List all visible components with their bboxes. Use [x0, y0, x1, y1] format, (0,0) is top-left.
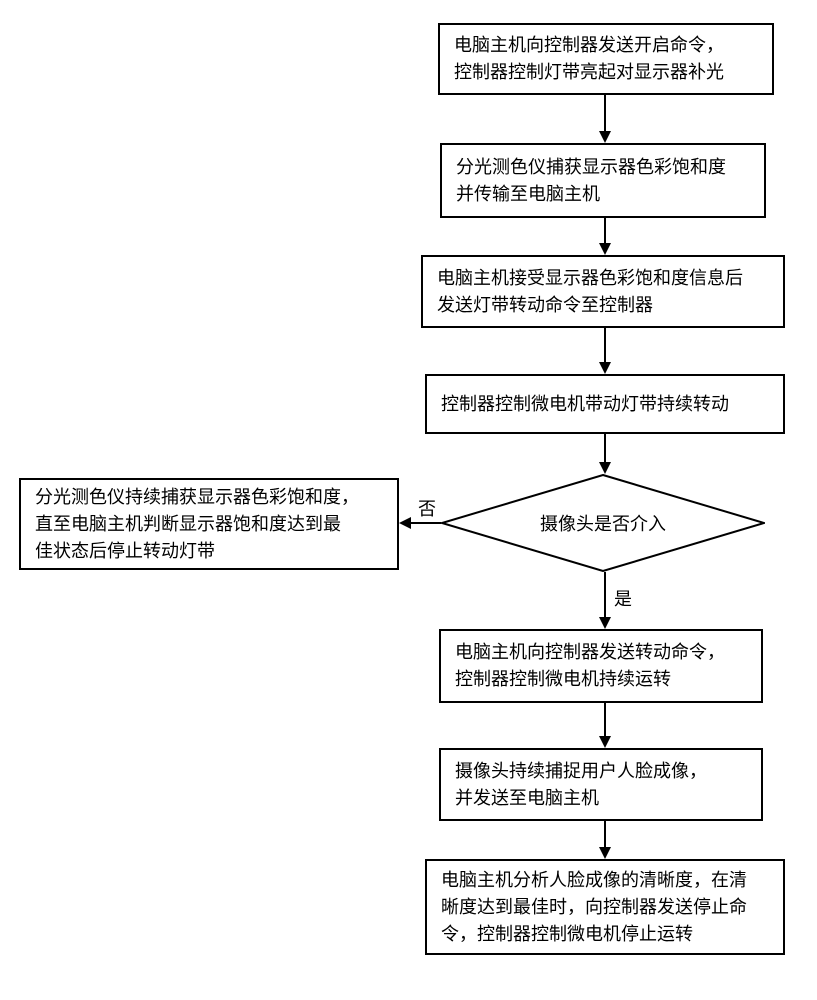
arrowhead-down-icon: [599, 243, 611, 255]
arrow-connector: [604, 328, 606, 362]
flowchart-node-step3: 电脑主机接受显示器色彩饱和度信息后 发送灯带转动命令至控制器: [421, 255, 785, 328]
decision-yes-label: 是: [614, 585, 632, 611]
flowchart-node-step7: 电脑主机分析人脸成像的清晰度，在清 晰度达到最佳时，向控制器发送停止命 令，控制…: [425, 859, 785, 955]
flowchart-node-side: 分光测色仪持续捕获显示器色彩饱和度， 直至电脑主机判断显示器饱和度达到最 佳状态…: [19, 478, 399, 570]
arrow-connector: [604, 703, 606, 736]
arrowhead-down-icon: [599, 131, 611, 143]
arrowhead-down-icon: [599, 462, 611, 474]
node-text: 摄像头持续捕捉用户人脸成像，: [455, 758, 747, 785]
flowchart-node-step1: 电脑主机向控制器发送开启命令， 控制器控制灯带亮起对显示器补光: [438, 23, 774, 95]
decision-text: 摄像头是否介入: [441, 510, 765, 536]
node-text: 令，控制器控制微电机停止运转: [441, 921, 769, 948]
arrowhead-down-icon: [599, 847, 611, 859]
arrowhead-down-icon: [599, 736, 611, 748]
arrow-connector: [411, 522, 441, 524]
node-text: 控制器控制灯带亮起对显示器补光: [454, 59, 758, 86]
arrowhead-down-icon: [599, 617, 611, 629]
node-text: 电脑主机向控制器发送转动命令，: [455, 639, 747, 666]
node-text: 分光测色仪捕获显示器色彩饱和度: [456, 154, 750, 181]
node-text: 并传输至电脑主机: [456, 181, 750, 208]
arrowhead-down-icon: [599, 362, 611, 374]
arrow-connector: [604, 821, 606, 847]
node-text: 晰度达到最佳时，向控制器发送停止命: [441, 894, 769, 921]
node-text: 电脑主机分析人脸成像的清晰度，在清: [441, 867, 769, 894]
flowchart-decision: 摄像头是否介入: [441, 474, 765, 572]
arrow-connector: [604, 572, 606, 617]
node-text: 电脑主机接受显示器色彩饱和度信息后: [437, 265, 769, 292]
flowchart-node-step5: 电脑主机向控制器发送转动命令， 控制器控制微电机持续运转: [439, 629, 763, 703]
node-text: 直至电脑主机判断显示器饱和度达到最: [35, 511, 383, 538]
node-text: 控制器控制微电机持续运转: [455, 666, 747, 693]
node-text: 并发送至电脑主机: [455, 785, 747, 812]
arrowhead-left-icon: [399, 517, 411, 529]
flowchart-node-step2: 分光测色仪捕获显示器色彩饱和度 并传输至电脑主机: [440, 143, 766, 218]
decision-no-label: 否: [418, 495, 436, 521]
node-text: 佳状态后停止转动灯带: [35, 538, 383, 565]
flowchart-node-step4: 控制器控制微电机带动灯带持续转动: [425, 374, 785, 434]
node-text: 发送灯带转动命令至控制器: [437, 292, 769, 319]
arrow-connector: [604, 434, 606, 462]
node-text: 电脑主机向控制器发送开启命令，: [454, 32, 758, 59]
node-text: 分光测色仪持续捕获显示器色彩饱和度，: [35, 484, 383, 511]
node-text: 控制器控制微电机带动灯带持续转动: [441, 391, 769, 418]
arrow-connector: [604, 218, 606, 243]
arrow-connector: [604, 95, 606, 131]
flowchart-node-step6: 摄像头持续捕捉用户人脸成像， 并发送至电脑主机: [439, 748, 763, 821]
